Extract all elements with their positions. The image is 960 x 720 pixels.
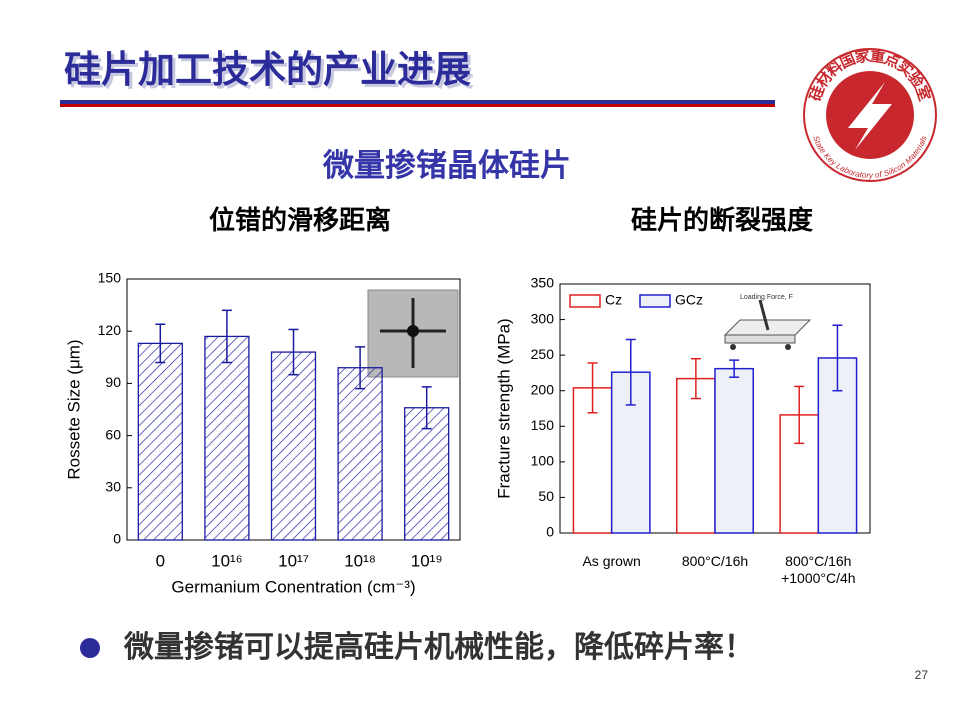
bar (204, 335, 250, 541)
title-rule (60, 100, 775, 104)
x-tick-label: 800°C/16h +1000°C/4h (781, 553, 856, 586)
bullet-text: 微量掺锗可以提高硅片机械性能，降低碎片率！ (123, 630, 754, 664)
page-number: 27 (915, 668, 929, 682)
y-tick-label: 50 (538, 488, 554, 504)
bar (270, 351, 317, 541)
x-tick-label: 10¹⁸ (344, 551, 376, 570)
x-tick-label: 10¹⁷ (278, 551, 309, 570)
legend-swatch (569, 294, 601, 308)
title-shadow: 硅片加工技术的产业进展 (67, 52, 474, 93)
y-tick-label: 0 (546, 524, 554, 540)
inset-diagram: Loading Force, F (723, 294, 812, 350)
y-tick-label: 90 (105, 374, 121, 390)
y-tick-label: 350 (531, 275, 555, 291)
x-tick-label: As grown (582, 553, 641, 569)
y-tick-label: 30 (105, 479, 121, 495)
x-tick-label: 800°C/16h (681, 553, 749, 569)
title-rule-red (60, 104, 775, 107)
inset-plate-side (724, 334, 796, 344)
bar (337, 367, 383, 541)
inset-photo (367, 289, 459, 378)
bar (676, 377, 716, 534)
y-axis-label: Fracture strength (MPa) (494, 318, 513, 498)
bullet-dot (80, 638, 100, 658)
y-tick-label: 300 (531, 310, 555, 326)
y-tick-label: 100 (531, 453, 555, 469)
x-tick-label: 10¹⁶ (211, 551, 243, 570)
legend-swatch (639, 294, 671, 308)
subtitle: 微量掺锗晶体硅片 (322, 148, 571, 183)
inset-label: Loading Force, F (740, 294, 793, 301)
x-tick-label: 0 (156, 551, 165, 570)
chart-title: 位错的滑移距离 (209, 205, 391, 235)
x-axis-label: Germanium Conentration (cm⁻³) (171, 577, 415, 596)
logo: 硅材料国家重点实验室 State Key Laboratory of Silic… (803, 47, 937, 182)
y-axis-label: Rossete Size (μm) (64, 339, 83, 479)
y-tick-label: 120 (98, 322, 122, 338)
bar (137, 342, 183, 541)
slide-title: 硅片加工技术的产业进展 (64, 49, 471, 90)
legend-label: GCz (675, 292, 703, 308)
logo-mark (848, 82, 892, 150)
y-tick-label: 250 (531, 346, 555, 362)
inset-support (785, 344, 791, 350)
chart-title: 硅片的断裂强度 (631, 205, 813, 235)
y-tick-label: 0 (113, 531, 121, 547)
legend-label: Cz (605, 292, 622, 308)
inset-support (730, 344, 736, 350)
bar (714, 367, 754, 534)
inset-dot (407, 325, 419, 337)
inset-load (758, 299, 770, 331)
x-tick-label: 10¹⁹ (411, 551, 443, 570)
y-tick-label: 200 (531, 381, 555, 397)
y-tick-label: 150 (531, 417, 555, 433)
bar (404, 407, 450, 541)
y-tick-label: 150 (98, 270, 122, 286)
y-tick-label: 60 (105, 426, 121, 442)
